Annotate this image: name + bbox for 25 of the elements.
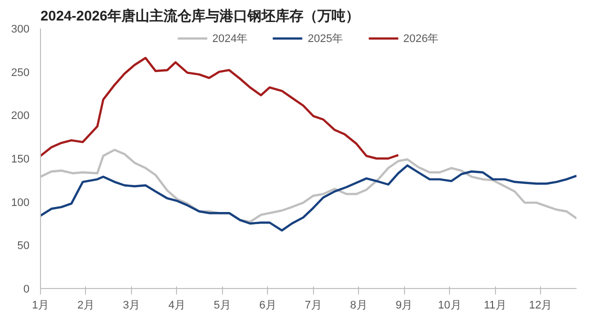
y-tick-label: 100 xyxy=(11,196,30,209)
y-tick-label: 250 xyxy=(11,66,30,79)
y-tick-label: 0 xyxy=(23,284,30,296)
x-tick-label: 10月 xyxy=(438,300,462,312)
chart-title: 2024-2026年唐山主流仓库与港口钢坯库存（万吨） xyxy=(40,8,360,24)
x-tick-label: 4月 xyxy=(168,300,186,312)
line-series xyxy=(40,164,576,232)
x-tick-label: 1月 xyxy=(32,300,50,312)
x-tick-label: 11月 xyxy=(484,300,506,312)
legend-label: 2025年 xyxy=(308,32,344,46)
x-tick-label: 3月 xyxy=(122,300,140,312)
y-tick-label: 150 xyxy=(11,154,30,166)
x-tick-label: 5月 xyxy=(214,300,231,312)
y-tick-label: 50 xyxy=(17,240,30,252)
x-tick-label: 8月 xyxy=(350,300,368,312)
y-tick-label: 200 xyxy=(11,110,30,122)
x-tick-label: 6月 xyxy=(259,300,276,312)
x-tick-label: 2月 xyxy=(77,300,95,312)
x-tick-label: 7月 xyxy=(304,300,322,312)
x-tick-label: 9月 xyxy=(396,300,413,312)
y-tick-label: 300 xyxy=(11,24,30,36)
line-series xyxy=(40,56,400,160)
legend-label: 2024年 xyxy=(212,32,248,46)
legend-label: 2026年 xyxy=(403,32,439,46)
x-tick-label: 12月 xyxy=(528,300,552,312)
